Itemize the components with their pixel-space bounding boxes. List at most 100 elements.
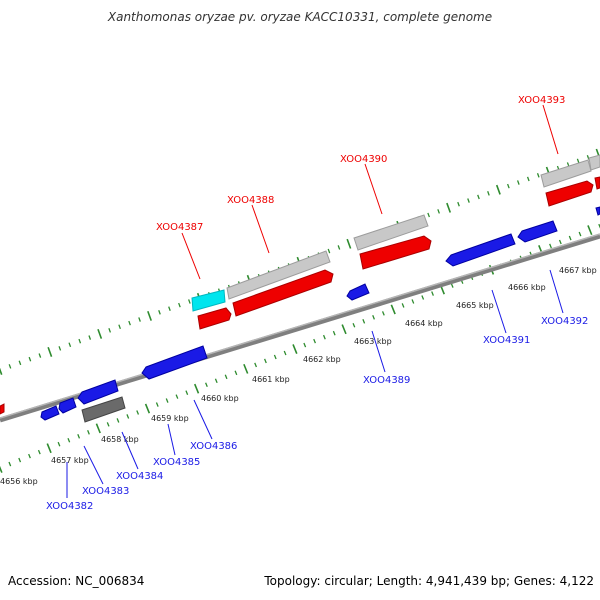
gene-label-reverse[interactable]: XOO4385 [153, 457, 200, 468]
gene-label-reverse[interactable]: XOO4386 [190, 441, 237, 452]
minor-tick [88, 335, 92, 340]
gene-label-reverse[interactable]: XOO4392 [541, 316, 588, 327]
major-tick [341, 324, 347, 335]
minor-tick [401, 303, 405, 308]
gene-red-5[interactable] [594, 176, 600, 190]
kbp-label: 4661 kbp [252, 375, 290, 384]
kbp-label: 4664 kbp [405, 319, 443, 328]
minor-tick [549, 243, 552, 249]
gene-blue-4[interactable] [141, 345, 208, 380]
minor-tick [87, 430, 90, 435]
kbp-label: 4666 kbp [508, 283, 546, 292]
minor-tick [68, 342, 72, 348]
minor-tick [168, 306, 171, 312]
gene-grey-1[interactable] [226, 250, 331, 300]
major-tick [144, 403, 151, 414]
minor-tick [178, 302, 181, 308]
gene-blue-3[interactable] [77, 379, 119, 405]
minor-tick [411, 299, 415, 304]
gene-cyan[interactable] [191, 289, 226, 312]
gene-label-forward[interactable]: XOO4390 [340, 154, 387, 165]
gene-red-0[interactable] [0, 403, 5, 415]
gene-blue-1[interactable] [40, 405, 60, 421]
gene-blue-5[interactable] [346, 283, 370, 301]
minor-tick [155, 402, 159, 407]
minor-tick [188, 299, 191, 304]
minor-tick [337, 245, 341, 250]
kbp-label: 4663 kbp [354, 337, 392, 346]
major-tick [495, 184, 501, 195]
major-tick [390, 304, 396, 315]
minor-tick [38, 353, 42, 358]
gene-grey-4[interactable] [588, 154, 600, 171]
minor-tick [77, 433, 81, 439]
minor-tick [283, 350, 287, 356]
gene-label-forward[interactable]: XOO4387 [156, 222, 203, 233]
minor-tick [67, 437, 71, 443]
gene-blue-2[interactable] [58, 397, 77, 414]
minor-tick [126, 414, 130, 419]
gene-label-reverse[interactable]: XOO4383 [82, 486, 129, 497]
gene-red-4[interactable] [545, 180, 594, 207]
minor-tick [313, 338, 317, 344]
minor-tick [352, 322, 356, 328]
gene-blue-7[interactable] [517, 220, 558, 243]
minor-tick [327, 248, 331, 254]
major-tick [0, 367, 3, 375]
minor-tick [57, 441, 61, 447]
minor-tick [136, 410, 140, 415]
gene-dark-grey[interactable] [81, 396, 126, 423]
minor-tick [158, 310, 161, 315]
forward-genes [0, 154, 600, 415]
minor-tick [431, 291, 434, 296]
minor-tick [234, 370, 238, 376]
minor-tick [185, 390, 189, 395]
minor-tick [381, 311, 385, 316]
minor-tick [205, 382, 208, 388]
gene-label-reverse[interactable]: XOO4391 [483, 335, 530, 346]
minor-tick [558, 239, 562, 245]
minor-tick [118, 324, 121, 330]
kbp-labels: 4656 kbp 4657 kbp 4658 kbp 4659 kbp 4660… [0, 266, 597, 486]
minor-tick [427, 212, 430, 218]
minor-tick [165, 398, 169, 403]
minor-tick [477, 194, 480, 200]
minor-tick [450, 283, 454, 288]
minor-tick [568, 235, 572, 241]
kbp-label: 4660 kbp [201, 394, 239, 403]
major-tick [446, 202, 452, 213]
gene-red-2[interactable] [232, 269, 334, 317]
minor-tick [28, 453, 31, 459]
minor-tick [18, 457, 22, 463]
gene-label-reverse[interactable]: XOO4382 [46, 501, 93, 512]
gene-label-reverse[interactable]: XOO4389 [363, 375, 410, 386]
minor-tick [214, 378, 218, 384]
minor-tick [526, 176, 530, 182]
gene-blue-8[interactable] [595, 206, 600, 216]
minor-tick [58, 346, 62, 351]
accession-label: Accession: NC_006834 [8, 574, 145, 588]
kbp-label: 4662 kbp [303, 355, 341, 364]
reverse-gene-labels: XOO4382 XOO4383 XOO4384 XOO4385 XOO4386 … [46, 269, 588, 512]
minor-tick [536, 173, 540, 178]
gene-red-1[interactable] [197, 307, 232, 330]
gene-red-3[interactable] [359, 235, 432, 270]
minor-tick [175, 394, 179, 399]
gene-label-forward[interactable]: XOO4393 [518, 95, 565, 106]
minor-tick [421, 295, 425, 300]
minor-tick [116, 418, 120, 423]
major-tick [346, 238, 352, 249]
gene-label-reverse[interactable]: XOO4384 [116, 471, 163, 482]
major-tick [587, 225, 593, 236]
gene-grey-2[interactable] [353, 214, 429, 251]
minor-tick [108, 328, 112, 333]
map-title: Xanthomonas oryzae pv. oryzae KACC10331,… [107, 10, 493, 24]
gene-blue-6[interactable] [445, 233, 516, 267]
minor-tick [362, 319, 366, 324]
gene-grey-3[interactable] [540, 159, 592, 188]
minor-tick [138, 317, 141, 322]
gene-label-forward[interactable]: XOO4388 [227, 195, 274, 206]
minor-tick [507, 183, 510, 189]
kbp-label: 4657 kbp [51, 456, 89, 465]
